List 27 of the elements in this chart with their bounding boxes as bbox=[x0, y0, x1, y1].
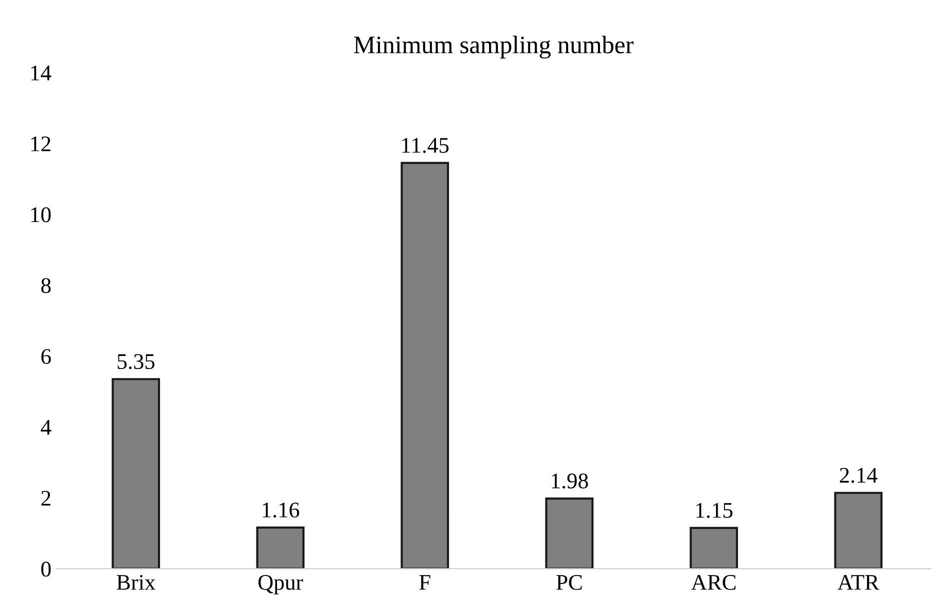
bar bbox=[400, 162, 450, 569]
bar bbox=[545, 497, 594, 569]
x-tick-label: F bbox=[419, 575, 430, 590]
chart-title: Minimum sampling number bbox=[354, 36, 634, 59]
x-tick-label: Qpur bbox=[258, 574, 304, 594]
x-tick-label: Brix bbox=[116, 574, 156, 590]
y-tick-label: 6 bbox=[41, 349, 51, 364]
data-label: 11.45 bbox=[402, 138, 449, 153]
y-tick-label: 0 bbox=[41, 562, 51, 577]
bar bbox=[256, 526, 305, 569]
y-tick-label: 14 bbox=[31, 66, 52, 80]
x-tick-label: ARC bbox=[691, 574, 736, 590]
bar bbox=[834, 492, 883, 569]
data-label: 1.16 bbox=[262, 502, 300, 518]
y-tick-label: 12 bbox=[31, 136, 50, 152]
data-label: 1.15 bbox=[696, 502, 732, 518]
data-label: 1.98 bbox=[552, 473, 588, 489]
y-tick-label: 4 bbox=[40, 420, 52, 435]
y-tick-label: 8 bbox=[41, 278, 51, 294]
bar bbox=[112, 378, 160, 569]
y-tick-label: 10 bbox=[31, 207, 51, 222]
x-tick-label: PC bbox=[556, 574, 582, 590]
data-label: 2.14 bbox=[840, 468, 878, 483]
x-tick-label: ATR bbox=[838, 575, 880, 590]
data-label: 5.35 bbox=[118, 354, 154, 370]
bar bbox=[690, 526, 738, 569]
y-tick-label: 2 bbox=[41, 490, 50, 506]
